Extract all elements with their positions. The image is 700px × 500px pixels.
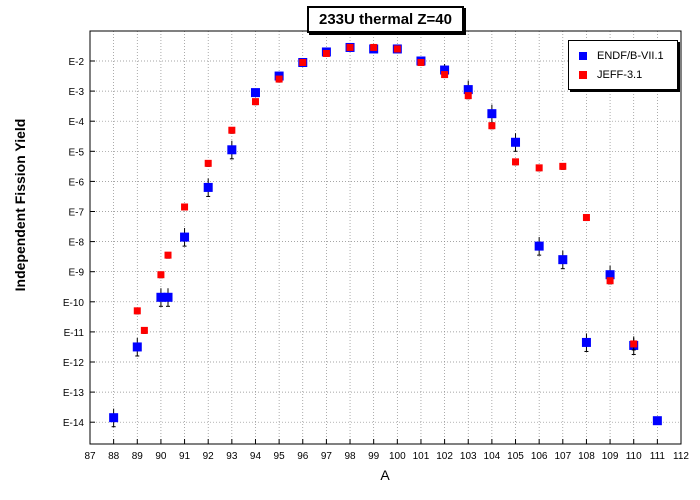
data-point (132, 342, 142, 352)
x-tick-label: 91 (179, 451, 191, 462)
x-tick-label: 95 (274, 451, 286, 462)
data-point (275, 75, 283, 83)
data-point (512, 158, 520, 166)
x-tick-label: 109 (602, 451, 619, 462)
x-tick-label: 104 (484, 451, 501, 462)
legend: ENDF/B-VII.1 JEFF-3.1 (568, 40, 678, 90)
x-tick-label: 92 (203, 451, 215, 462)
x-tick-label: 110 (626, 451, 642, 462)
data-point (156, 292, 166, 302)
data-point (464, 92, 472, 100)
x-tick-label: 96 (297, 451, 309, 462)
y-tick-label: E-6 (68, 177, 84, 188)
data-point (630, 340, 638, 348)
y-tick-label: E-5 (68, 147, 84, 158)
x-tick-label: 101 (413, 451, 430, 462)
data-point (605, 270, 615, 280)
data-point (227, 145, 237, 155)
data-point (559, 162, 567, 170)
data-point (251, 98, 259, 106)
data-point (181, 203, 189, 211)
y-tick-label: E-8 (68, 238, 84, 249)
data-point (582, 214, 590, 222)
x-tick-label: 111 (650, 451, 666, 462)
data-point (463, 85, 473, 95)
data-point (228, 126, 236, 134)
data-point (204, 159, 212, 167)
x-tick-label: 105 (507, 451, 524, 462)
legend-label: JEFF-3.1 (597, 69, 643, 81)
data-point (534, 241, 544, 251)
data-point (250, 88, 260, 98)
data-point (299, 59, 307, 67)
y-tick-label: E-9 (68, 268, 84, 279)
x-tick-label: 103 (460, 451, 477, 462)
data-point (109, 413, 119, 423)
data-point (487, 109, 497, 119)
y-tick-label: E-3 (68, 87, 84, 98)
data-point (203, 182, 213, 192)
x-axis-ticks: 87 88 89 90 91 92 93 94 95 96 97 98 99 100 101 102 103 10… (84, 439, 689, 462)
data-point (488, 122, 496, 130)
data-point (393, 45, 401, 53)
legend-label: ENDF/B-VII.1 (597, 50, 664, 62)
data-point (346, 43, 354, 51)
x-tick-label: 108 (578, 451, 595, 462)
data-point (133, 307, 141, 315)
y-tick-label: E-13 (63, 388, 85, 399)
data-point (140, 326, 148, 334)
y-axis-label: Independent Fission Yield (12, 118, 28, 292)
data-point (511, 137, 521, 147)
x-tick-label: 102 (436, 451, 453, 462)
y-tick-label: E-11 (64, 328, 85, 339)
y-tick-label: E-14 (63, 418, 85, 429)
x-tick-label: 99 (368, 451, 380, 462)
x-tick-label: 98 (344, 451, 356, 462)
data-point (441, 71, 449, 79)
data-point (440, 65, 450, 75)
data-point (417, 59, 425, 67)
y-tick-label: E-2 (68, 57, 84, 68)
x-tick-label: 87 (84, 451, 96, 462)
legend-swatch (579, 52, 587, 60)
data-point (535, 164, 543, 172)
data-point (581, 337, 591, 347)
x-tick-label: 88 (108, 451, 120, 462)
y-axis-ticks: E-2 E-3 E-4 E-5 E-6 E-7 E-8 E-9 E-10 E-11 E-12 E-13… (63, 57, 95, 429)
x-tick-label: 112 (673, 451, 689, 462)
y-tick-label: E-10 (63, 298, 85, 309)
legend-swatch (579, 71, 587, 79)
x-tick-label: 90 (155, 451, 167, 462)
y-tick-label: E-7 (68, 208, 84, 219)
series-layer (109, 42, 662, 428)
x-tick-label: 107 (554, 451, 571, 462)
y-tick-label: E-4 (68, 117, 84, 128)
x-tick-label: 100 (389, 451, 406, 462)
series-1 (133, 43, 638, 351)
data-point (322, 49, 330, 57)
x-tick-label: 94 (250, 451, 262, 462)
x-tick-label: 106 (531, 451, 548, 462)
data-point (370, 43, 378, 51)
x-tick-label: 97 (321, 451, 333, 462)
y-tick-label: E-12 (63, 358, 85, 369)
data-point (652, 416, 662, 426)
data-point (558, 255, 568, 265)
x-tick-label: 93 (226, 451, 238, 462)
data-point (163, 292, 173, 302)
data-point (157, 271, 165, 279)
data-point (606, 277, 614, 285)
data-point (180, 232, 190, 242)
x-axis-label: A (380, 467, 390, 483)
chart-title: 233U thermal Z=40 (307, 6, 464, 33)
data-point (164, 251, 172, 259)
x-tick-label: 89 (132, 451, 144, 462)
